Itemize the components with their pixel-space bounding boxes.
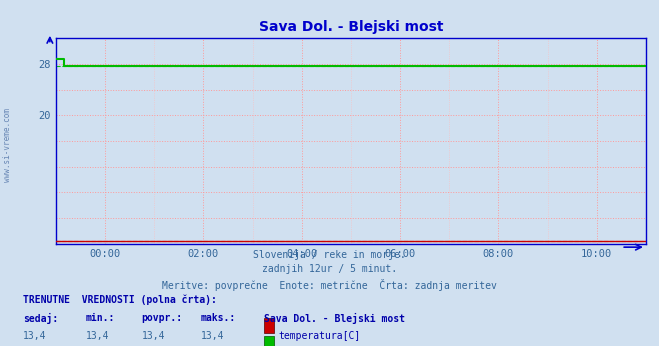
Text: 13,4: 13,4 [142,331,165,341]
Text: 13,4: 13,4 [86,331,109,341]
Text: www.si-vreme.com: www.si-vreme.com [3,108,13,182]
Text: Sava Dol. - Blejski most: Sava Dol. - Blejski most [264,313,405,324]
Text: min.:: min.: [86,313,115,323]
Title: Sava Dol. - Blejski most: Sava Dol. - Blejski most [259,20,443,34]
Text: 13,4: 13,4 [201,331,225,341]
Text: maks.:: maks.: [201,313,236,323]
Text: temperatura[C]: temperatura[C] [278,331,360,341]
Text: Slovenija / reke in morje.
zadnjih 12ur / 5 minut.
Meritve: povprečne  Enote: me: Slovenija / reke in morje. zadnjih 12ur … [162,250,497,291]
Text: povpr.:: povpr.: [142,313,183,323]
Text: sedaj:: sedaj: [23,313,58,324]
Text: 13,4: 13,4 [23,331,47,341]
Text: TRENUTNE  VREDNOSTI (polna črta):: TRENUTNE VREDNOSTI (polna črta): [23,295,217,305]
